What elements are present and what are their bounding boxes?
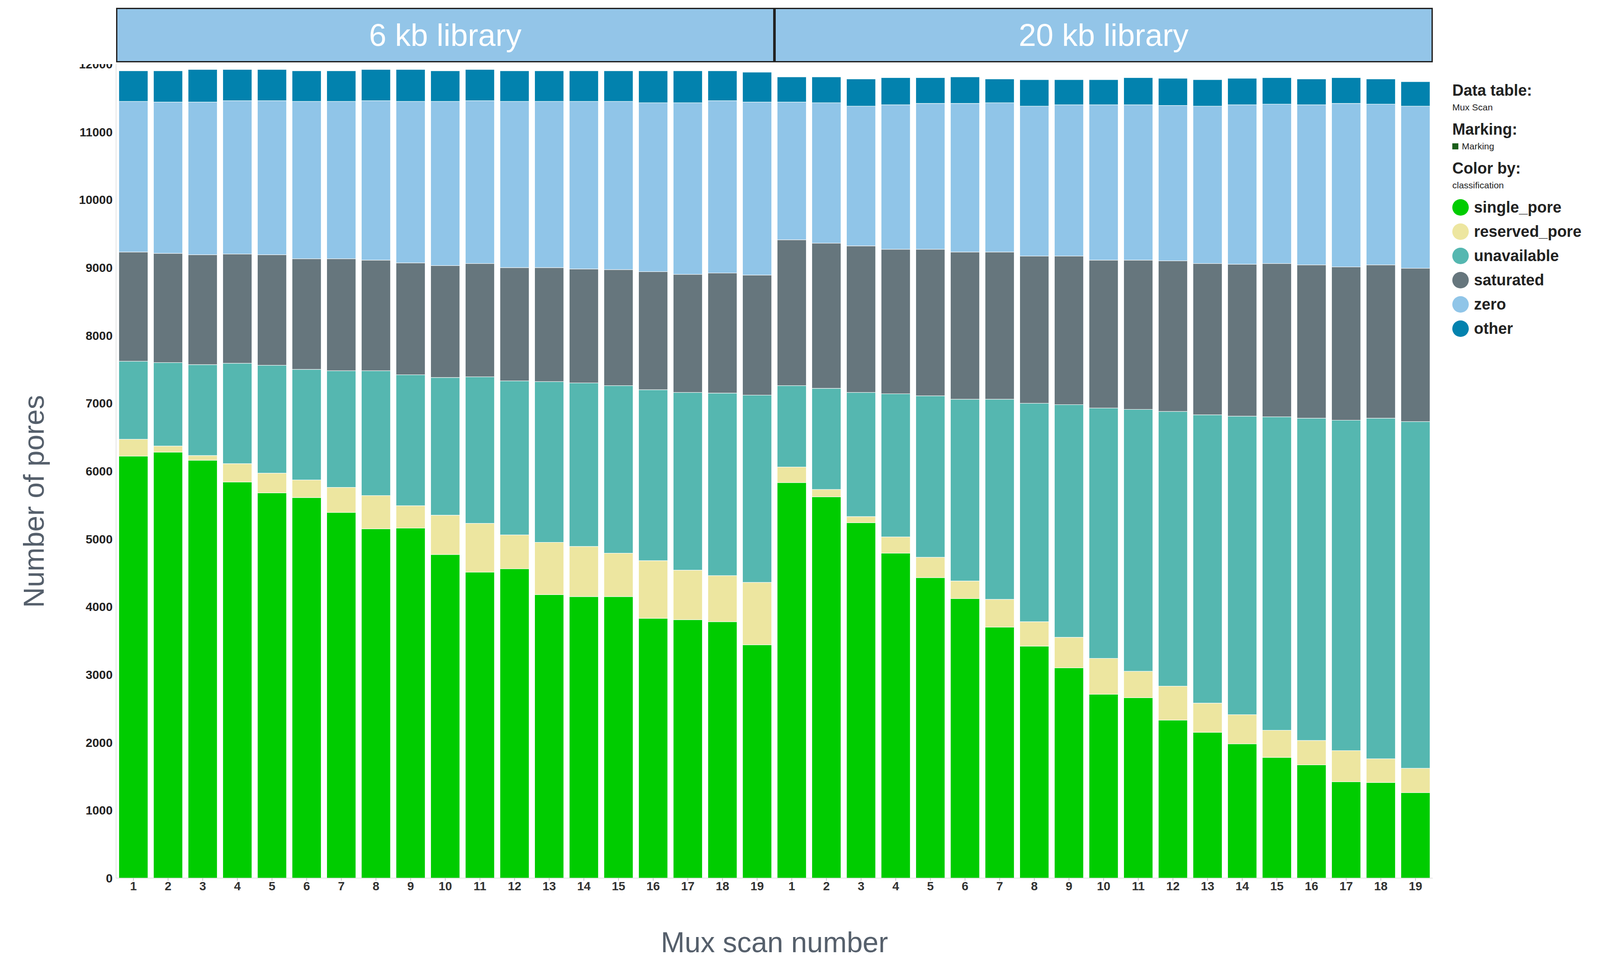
html-text:classification: classification: [1452, 180, 1504, 191]
svg-text:3000: 3000: [85, 668, 113, 682]
svg-text:9: 9: [407, 879, 415, 894]
svg-text:11000: 11000: [79, 125, 113, 140]
svg-text:12: 12: [1165, 879, 1180, 894]
svg-text:7000: 7000: [85, 396, 113, 411]
html-text:Data table:: Data table:: [1452, 81, 1532, 100]
html-text:zero: zero: [1473, 295, 1507, 314]
svg-text:2: 2: [822, 879, 830, 894]
svg-text:15: 15: [611, 879, 626, 894]
html-text:Marking:: Marking:: [1452, 120, 1518, 139]
svg-text:14: 14: [1235, 879, 1250, 894]
svg-text:18: 18: [1373, 879, 1388, 894]
svg-text:17: 17: [680, 879, 695, 894]
svg-text:3: 3: [857, 879, 865, 894]
svg-text:16: 16: [1304, 879, 1319, 894]
svg-text:18: 18: [715, 879, 729, 894]
svg-text:7: 7: [996, 879, 1004, 894]
svg-text:19: 19: [1408, 879, 1422, 894]
html-text:Mux Scan: Mux Scan: [1452, 102, 1493, 113]
svg-text:9: 9: [1065, 879, 1073, 894]
svg-text:6: 6: [961, 879, 969, 894]
svg-text:8: 8: [372, 879, 380, 894]
html-text:Mux scan number: Mux scan number: [660, 926, 889, 959]
html-text:single_pore: single_pore: [1473, 198, 1562, 217]
svg-text:19: 19: [750, 879, 764, 894]
svg-text:7: 7: [337, 879, 345, 894]
svg-text:0: 0: [105, 871, 113, 886]
svg-text:11: 11: [1131, 879, 1145, 894]
html-text:Number of pores: Number of pores: [17, 395, 50, 609]
svg-text:2: 2: [164, 879, 172, 894]
svg-text:15: 15: [1269, 879, 1284, 894]
svg-text:12000: 12000: [78, 64, 113, 72]
svg-text:5000: 5000: [85, 532, 113, 547]
svg-text:1: 1: [788, 879, 796, 894]
svg-text:10000: 10000: [78, 193, 113, 207]
svg-text:11: 11: [473, 879, 487, 894]
svg-text:6000: 6000: [85, 464, 113, 479]
svg-text:13: 13: [1200, 879, 1215, 894]
svg-text:3: 3: [199, 879, 207, 894]
html-text:6 kb library: 6 kb library: [368, 17, 522, 53]
svg-text:16: 16: [646, 879, 660, 894]
svg-text:6: 6: [303, 879, 311, 894]
svg-text:12: 12: [507, 879, 522, 894]
svg-text:4000: 4000: [85, 600, 113, 614]
svg-text:1: 1: [129, 879, 137, 894]
html-text:saturated: saturated: [1473, 271, 1545, 289]
svg-text:5: 5: [926, 879, 934, 894]
html-text:Marking: Marking: [1461, 141, 1495, 152]
svg-text:13: 13: [542, 879, 556, 894]
html-text:other: other: [1473, 319, 1513, 338]
svg-text:2000: 2000: [85, 736, 113, 750]
html-text:Color by:: Color by:: [1452, 159, 1521, 178]
html-text:unavailable: unavailable: [1473, 246, 1559, 265]
svg-text:8: 8: [1030, 879, 1038, 894]
svg-text:9000: 9000: [85, 261, 113, 275]
html-text:reserved_pore: reserved_pore: [1473, 222, 1582, 241]
svg-text:1000: 1000: [85, 803, 113, 818]
svg-text:10: 10: [438, 879, 452, 894]
svg-text:10: 10: [1096, 879, 1111, 894]
html-text:20 kb library: 20 kb library: [1018, 17, 1189, 53]
svg-text:4: 4: [892, 879, 900, 894]
svg-text:8000: 8000: [85, 329, 113, 343]
svg-text:17: 17: [1339, 879, 1353, 894]
svg-text:4: 4: [233, 879, 241, 894]
svg-text:5: 5: [268, 879, 276, 894]
svg-text:14: 14: [576, 879, 591, 894]
